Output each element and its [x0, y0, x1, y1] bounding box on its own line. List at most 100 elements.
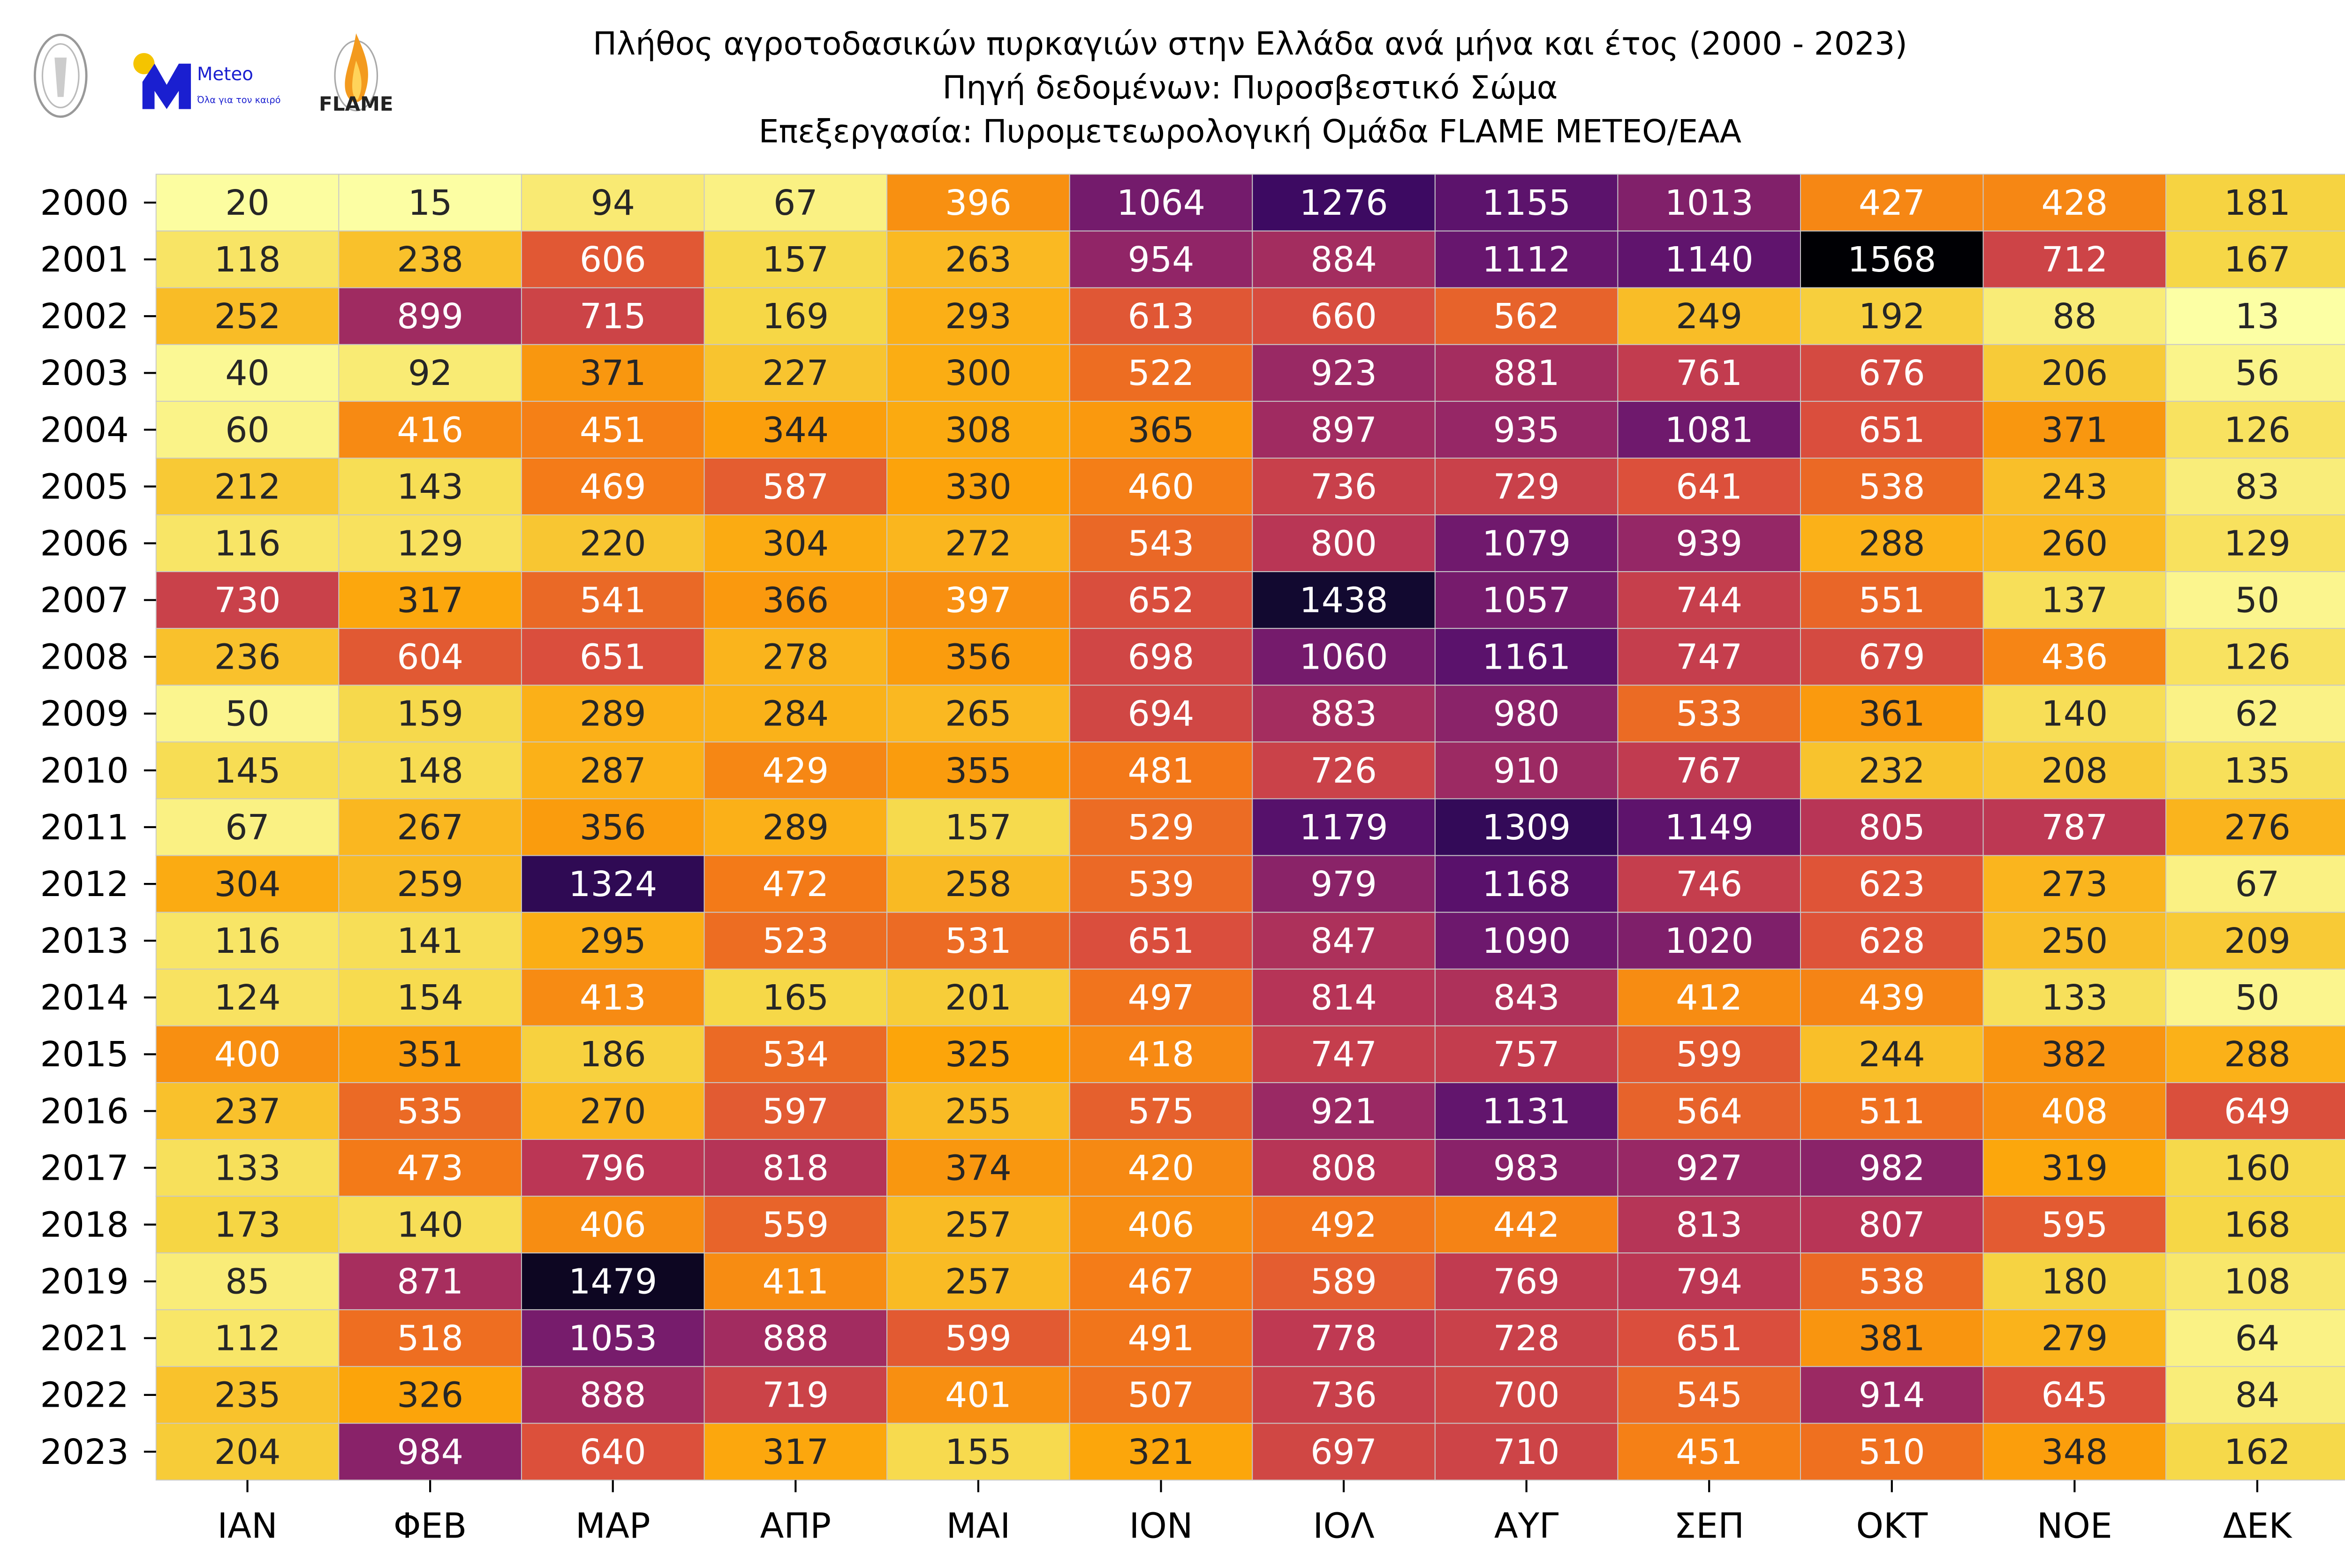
- heatmap-cell: [1617, 628, 1801, 686]
- y-tick-label: 2016: [40, 1091, 129, 1131]
- heatmap-cell: [521, 1366, 705, 1424]
- heatmap-cell: [338, 1025, 522, 1083]
- observatory-seal-logo: [33, 33, 88, 118]
- heatmap-cell: [1252, 571, 1436, 629]
- heatmap-cell: [1434, 1082, 1619, 1140]
- cell-value-label: 252: [214, 296, 281, 337]
- heatmap-cell: [1434, 968, 1619, 1026]
- cell-value-label: 13: [2235, 296, 2280, 337]
- cell-value-label: 258: [945, 864, 1012, 905]
- cell-value-label: 374: [945, 1147, 1012, 1188]
- logos: Meteo Όλα για τον καιρό FLAME: [33, 33, 393, 118]
- cell-value-label: 1131: [1482, 1091, 1571, 1131]
- heatmap-cell: [1434, 685, 1619, 743]
- cell-value-label: 304: [762, 523, 829, 564]
- heatmap-cell: [155, 400, 340, 459]
- cell-value-label: 192: [1859, 296, 1925, 337]
- cell-value-label: 881: [1493, 353, 1560, 393]
- heatmap-cell: [2165, 912, 2345, 970]
- heatmap-cell: [155, 1423, 340, 1481]
- cell-value-label: 265: [945, 694, 1012, 734]
- y-tick-label: 2004: [40, 409, 129, 450]
- cell-value-label: 140: [397, 1204, 463, 1245]
- cell-value-label: 1060: [1299, 637, 1388, 678]
- heatmap-cell: [704, 400, 888, 459]
- cell-value-label: 814: [1310, 977, 1377, 1018]
- cell-value-label: 330: [945, 466, 1012, 507]
- cell-value-label: 899: [397, 296, 463, 337]
- cell-value-label: 249: [1676, 296, 1742, 337]
- cell-value-label: 808: [1310, 1147, 1377, 1188]
- cell-value-label: 651: [1859, 409, 1925, 450]
- heatmap-cell: [1982, 798, 2167, 856]
- heatmap-cell: [886, 1252, 1070, 1311]
- cell-value-label: 564: [1676, 1091, 1742, 1131]
- cell-value-label: 173: [214, 1204, 281, 1245]
- heatmap-cell: [1617, 855, 1801, 913]
- x-tick-label: ΙΟΛ: [1313, 1505, 1374, 1546]
- cell-value-label: 1112: [1482, 239, 1571, 280]
- cell-value-label: 529: [1128, 807, 1195, 848]
- heatmap-cell: [886, 173, 1070, 232]
- cell-value-label: 126: [2224, 637, 2291, 678]
- cell-value-label: 371: [580, 353, 646, 393]
- heatmap-cell: [1252, 685, 1436, 743]
- y-tick-label: 2018: [40, 1204, 129, 1245]
- cell-value-label: 884: [1310, 239, 1377, 280]
- x-tick-label: ΜΑΡ: [575, 1505, 651, 1546]
- heatmap-cell: [2165, 1252, 2345, 1311]
- heatmap-cell: [1617, 1366, 1801, 1424]
- cell-value-label: 888: [762, 1318, 829, 1359]
- y-tick-label: 2021: [40, 1318, 129, 1359]
- heatmap-cell: [1800, 1366, 1984, 1424]
- cell-value-label: 982: [1859, 1147, 1925, 1188]
- y-tick-label: 2009: [40, 694, 129, 734]
- heatmap-cell: [704, 1139, 888, 1197]
- heatmap-cell: [155, 1139, 340, 1197]
- cell-value-label: 135: [2224, 750, 2291, 791]
- heatmap-cell: [704, 798, 888, 856]
- heatmap-cell: [338, 968, 522, 1026]
- cell-value-label: 1179: [1299, 807, 1388, 848]
- cell-value-label: 541: [580, 580, 646, 621]
- cell-value-label: 50: [2235, 977, 2280, 1018]
- heatmap-cell: [521, 571, 705, 629]
- cell-value-label: 757: [1493, 1034, 1560, 1075]
- heatmap-cell: [704, 287, 888, 345]
- heatmap-cell: [886, 287, 1070, 345]
- cell-value-label: 317: [397, 580, 463, 621]
- cell-value-label: 1090: [1482, 920, 1571, 961]
- cell-value-label: 50: [2235, 580, 2280, 621]
- cell-value-label: 278: [762, 637, 829, 678]
- heatmap-cell: [1434, 400, 1619, 459]
- heatmap-cell: [704, 173, 888, 232]
- cell-value-label: 418: [1128, 1034, 1195, 1075]
- heatmap-cell: [521, 855, 705, 913]
- heatmap-cell: [338, 287, 522, 345]
- cell-value-label: 442: [1493, 1204, 1560, 1245]
- heatmap-cell: [1800, 514, 1984, 573]
- cell-value-label: 133: [214, 1147, 281, 1188]
- heatmap-cell: [1617, 968, 1801, 1026]
- heatmap-cell: [1434, 1423, 1619, 1481]
- y-tick-label: 2000: [40, 182, 129, 223]
- cell-value-label: 260: [2041, 523, 2108, 564]
- cell-value-label: 700: [1493, 1375, 1560, 1416]
- heatmap-cell: [155, 1025, 340, 1083]
- cell-value-label: 652: [1128, 580, 1195, 621]
- cell-value-label: 729: [1493, 466, 1560, 507]
- cell-value-label: 1479: [568, 1261, 657, 1302]
- heatmap-cell: [2165, 628, 2345, 686]
- heatmap-cell: [2165, 173, 2345, 232]
- heatmap-cell: [338, 741, 522, 799]
- heatmap-cell: [1982, 1139, 2167, 1197]
- y-tick-label: 2015: [40, 1034, 129, 1075]
- cell-value-label: 954: [1128, 239, 1195, 280]
- cell-value-label: 472: [762, 864, 829, 905]
- heatmap-cell: [1982, 1196, 2167, 1254]
- cell-value-label: 40: [225, 353, 270, 393]
- cell-value-label: 1081: [1665, 409, 1754, 450]
- heatmap-cell: [1617, 344, 1801, 402]
- heatmap-cell: [1617, 1196, 1801, 1254]
- cell-value-label: 744: [1676, 580, 1742, 621]
